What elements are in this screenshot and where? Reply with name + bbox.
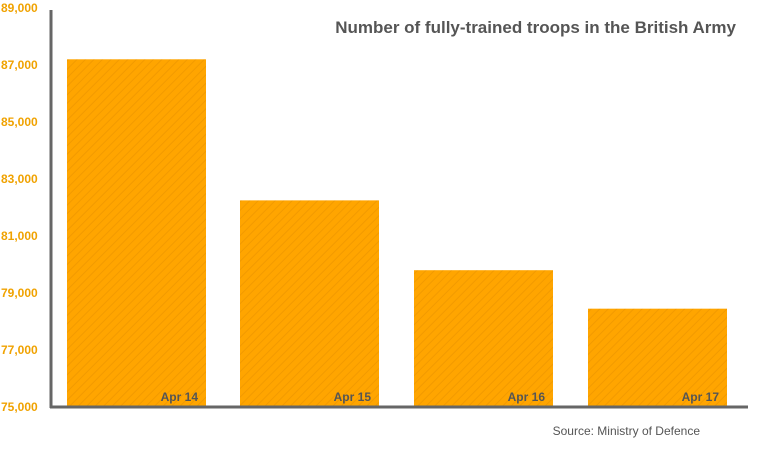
y-tick-label: 75,000 (1, 400, 38, 414)
y-tick-label: 79,000 (1, 286, 38, 300)
x-tick-label: Apr 14 (161, 390, 199, 404)
bar-apr-14 (67, 59, 206, 408)
y-tick-label: 83,000 (1, 172, 38, 186)
bar-apr-17 (588, 308, 727, 407)
y-tick-label: 87,000 (1, 58, 38, 72)
x-tick-label: Apr 15 (334, 390, 372, 404)
x-tick-label: Apr 17 (682, 390, 720, 404)
bars: Apr 14 Apr 15 Apr 16 Apr 17 (67, 59, 727, 408)
source-note: Source: Ministry of Defence (553, 424, 701, 438)
bar-apr-16 (414, 270, 553, 407)
y-axis-ticks: 75,000 77,000 79,000 81,000 83,000 85,000 87,0… (1, 1, 38, 414)
x-tick-label: Apr 16 (508, 390, 546, 404)
y-tick-label: 81,000 (1, 229, 38, 243)
y-tick-label: 89,000 (1, 1, 38, 15)
bar-apr-15 (240, 200, 379, 407)
y-tick-label: 85,000 (1, 115, 38, 129)
y-tick-label: 77,000 (1, 343, 38, 357)
chart-title: Number of fully-trained troops in the Br… (335, 18, 736, 37)
